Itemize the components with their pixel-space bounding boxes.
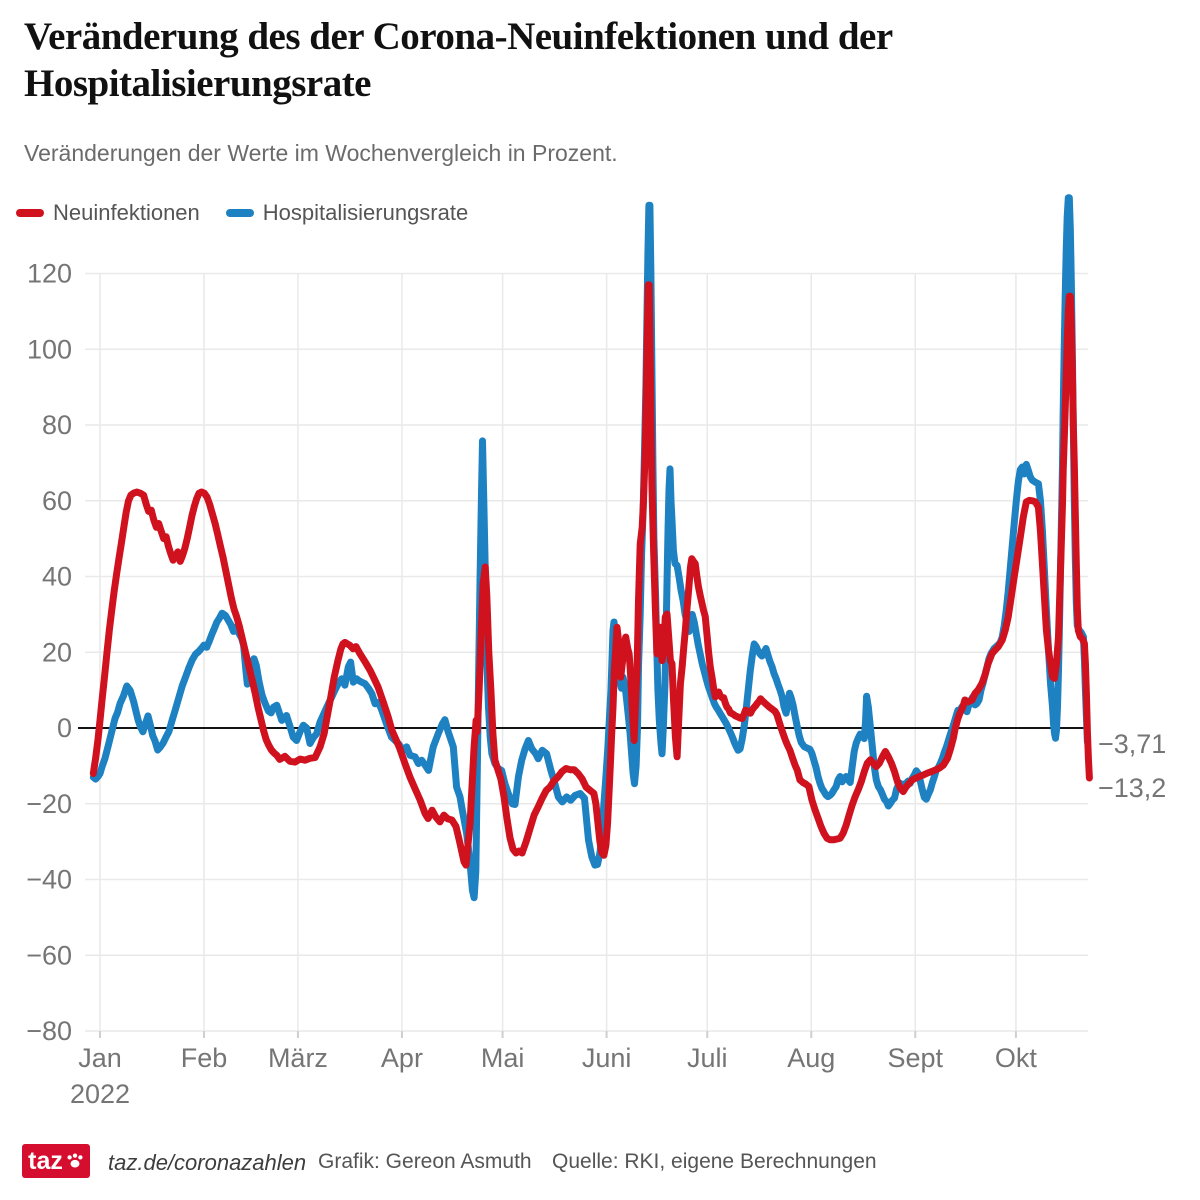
y-axis-label-40: 40 [42,562,72,592]
y-axis-label-0: 0 [57,713,72,743]
y-axis-label--20: −20 [26,789,72,819]
y-axis-label-120: 120 [27,259,72,289]
taz-logo-text: taz [28,1146,63,1175]
neuinfektionen-swatch-icon [16,209,44,217]
taz-logo[interactable]: taz [22,1144,90,1178]
x-axis-label-Aug: Aug [787,1043,835,1073]
hospitalisierungsrate-swatch-icon [225,209,254,217]
y-axis-label--60: −60 [26,940,72,970]
paw-icon [67,1153,83,1168]
x-axis-label-Mai: Mai [481,1043,525,1073]
chart-title: Veränderung des der Corona-Neuinfektione… [24,15,892,105]
footer-quelle-credit: Quelle: RKI, eigene Berechnungen [552,1150,877,1173]
footer-site-link[interactable]: taz.de/coronazahlen [108,1150,307,1175]
x-axis-label-März: März [268,1043,328,1073]
end-value-label-neuinfektionen: −13,2 [1098,773,1166,803]
y-axis-label--80: −80 [26,1016,72,1046]
x-axis-label-Jan: Jan [78,1043,122,1073]
y-axis-label-80: 80 [42,410,72,440]
legend-label-hospitalisierungsrate: Hospitalisierungsrate [262,200,469,225]
x-axis-label-Apr: Apr [381,1043,423,1073]
x-axis-label-Feb: Feb [181,1043,228,1073]
end-value-label-hospitalisierungsrate: −3,71 [1098,729,1166,759]
legend-item-hospitalisierungsrate: Hospitalisierungsrate [225,200,469,226]
x-axis-label-Juli: Juli [687,1043,728,1073]
footer-grafik-credit: Grafik: Gereon Asmuth [318,1150,532,1173]
series-line-neuinfektionen [89,281,1093,869]
x-axis-label-Juni: Juni [582,1043,632,1073]
chart-legend: Neuinfektionen Hospitalisierungsrate [16,200,468,226]
chart-subtitle: Veränderungen der Werte im Wochenverglei… [24,140,618,166]
y-axis-label-20: 20 [42,637,72,667]
legend-label-neuinfektionen: Neuinfektionen [53,200,200,225]
y-axis-label-60: 60 [42,486,72,516]
x-axis-label-Okt: Okt [995,1043,1038,1073]
x-axis-year-label: 2022 [70,1079,130,1109]
legend-item-neuinfektionen: Neuinfektionen [16,200,200,226]
y-axis-label--40: −40 [26,865,72,895]
y-axis-label-100: 100 [27,334,72,364]
x-axis-label-Sept: Sept [887,1043,943,1073]
